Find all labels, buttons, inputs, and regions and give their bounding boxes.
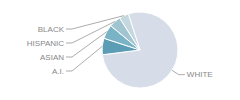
svg-text:HISPANIC: HISPANIC xyxy=(27,39,64,48)
svg-text:A.I.: A.I. xyxy=(52,67,64,76)
svg-text:BLACK: BLACK xyxy=(38,25,65,34)
svg-text:WHITE: WHITE xyxy=(187,70,213,79)
svg-text:ASIAN: ASIAN xyxy=(40,53,64,62)
